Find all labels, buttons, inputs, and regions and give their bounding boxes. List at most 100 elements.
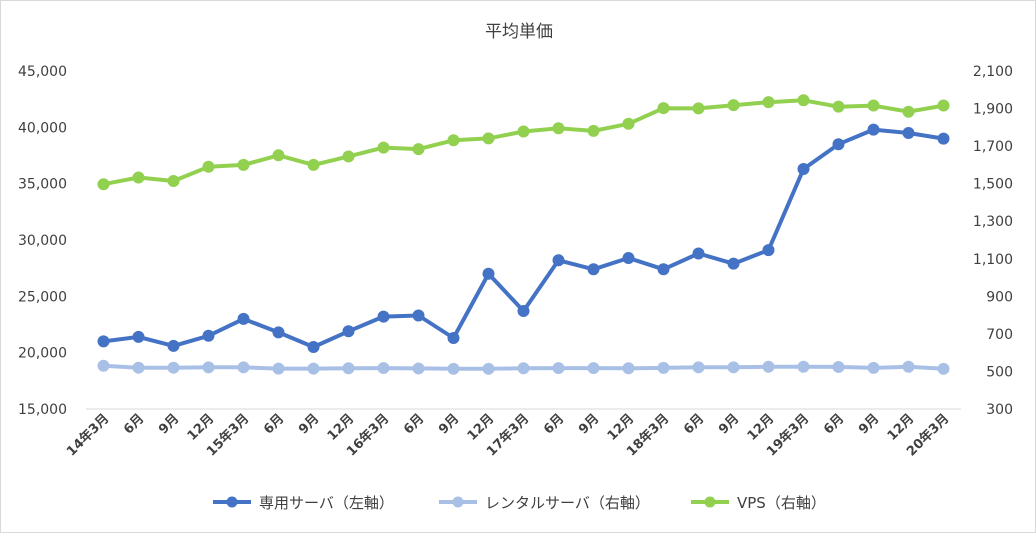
data-point bbox=[412, 143, 425, 156]
data-point bbox=[867, 99, 880, 112]
legend: 専用サーバ（左軸） レンタルサーバ（右軸） VPS（右軸） bbox=[213, 494, 826, 512]
data-point bbox=[552, 122, 565, 135]
x-tick-label: 12月 bbox=[605, 411, 638, 444]
x-tick-label: 12月 bbox=[745, 411, 778, 444]
axes: 15,000 20,000 25,000 30,000 35,000 40,000 45,0… bbox=[18, 64, 1013, 459]
data-point bbox=[447, 362, 460, 375]
data-point bbox=[587, 362, 600, 375]
data-point bbox=[237, 312, 250, 325]
data-point bbox=[762, 360, 775, 373]
legend-item: レンタルサーバ（右軸） bbox=[439, 494, 650, 512]
legend-marker bbox=[704, 496, 716, 508]
chart-title: 平均単価 bbox=[485, 22, 553, 42]
data-point bbox=[447, 134, 460, 147]
data-point bbox=[762, 96, 775, 109]
data-point bbox=[832, 138, 845, 151]
legend-item: VPS（右軸） bbox=[691, 494, 826, 512]
y-left-tick-label: 40,000 bbox=[18, 120, 67, 136]
data-point bbox=[377, 141, 390, 154]
x-tick-label: 9月 bbox=[156, 411, 182, 437]
y-right-tick-label: 1,500 bbox=[973, 177, 1013, 193]
y-right-tick-label: 1,300 bbox=[973, 214, 1013, 230]
data-point bbox=[692, 361, 705, 374]
x-tick-label: 12月 bbox=[465, 411, 498, 444]
data-point bbox=[797, 163, 810, 176]
data-point bbox=[272, 362, 285, 375]
data-point bbox=[272, 326, 285, 339]
data-point bbox=[552, 254, 565, 267]
data-point bbox=[482, 362, 495, 375]
x-tick-label: 9月 bbox=[296, 411, 322, 437]
data-point bbox=[132, 361, 145, 374]
x-tick-label: 12月 bbox=[885, 411, 918, 444]
x-tick-label: 9月 bbox=[716, 411, 742, 437]
data-point bbox=[902, 105, 915, 118]
x-tick-label: 9月 bbox=[856, 411, 882, 437]
data-point bbox=[937, 132, 950, 145]
y-left-tick-label: 45,000 bbox=[18, 64, 67, 80]
series-line bbox=[101, 98, 946, 187]
x-tick-label: 9月 bbox=[436, 411, 462, 437]
data-point bbox=[482, 132, 495, 145]
data-point bbox=[167, 361, 180, 374]
data-point bbox=[342, 150, 355, 163]
data-point bbox=[447, 332, 460, 345]
x-tick-label: 6月 bbox=[541, 411, 567, 437]
x-tick-label: 12月 bbox=[325, 411, 358, 444]
data-point bbox=[552, 362, 565, 375]
y-left-tick-label: 30,000 bbox=[18, 233, 67, 249]
data-point bbox=[937, 99, 950, 112]
series-layer bbox=[97, 94, 950, 375]
series-group bbox=[97, 359, 950, 375]
y-right-tick-label: 1,900 bbox=[973, 102, 1013, 118]
data-point bbox=[132, 171, 145, 184]
y-right-tick-label: 900 bbox=[986, 289, 1013, 305]
data-point bbox=[97, 359, 110, 372]
data-point bbox=[377, 310, 390, 323]
y-left-tick-label: 35,000 bbox=[18, 177, 67, 193]
data-point bbox=[132, 330, 145, 343]
data-point bbox=[832, 100, 845, 113]
data-point bbox=[797, 94, 810, 107]
data-point bbox=[657, 263, 670, 276]
series-group bbox=[97, 94, 950, 191]
data-point bbox=[237, 361, 250, 374]
data-point bbox=[377, 362, 390, 375]
data-point bbox=[202, 160, 215, 173]
data-point bbox=[97, 178, 110, 191]
data-point bbox=[692, 102, 705, 115]
y-right-tick-label: 700 bbox=[986, 327, 1013, 343]
data-point bbox=[167, 175, 180, 188]
y-left-tick-label: 25,000 bbox=[18, 289, 67, 305]
data-point bbox=[517, 362, 530, 375]
x-tick-label: 14年3月 bbox=[63, 411, 112, 460]
data-point bbox=[902, 360, 915, 373]
y-right-tick-label: 300 bbox=[986, 402, 1013, 418]
data-point bbox=[97, 335, 110, 348]
data-point bbox=[412, 362, 425, 375]
data-point bbox=[867, 361, 880, 374]
data-point bbox=[902, 126, 915, 139]
data-point bbox=[272, 149, 285, 162]
data-point bbox=[727, 361, 740, 374]
data-point bbox=[622, 117, 635, 130]
data-point bbox=[727, 257, 740, 270]
x-tick-label: 6月 bbox=[121, 411, 147, 437]
x-tick-label: 6月 bbox=[261, 411, 287, 437]
data-point bbox=[937, 362, 950, 375]
y-right-tick-label: 500 bbox=[986, 364, 1013, 380]
data-point bbox=[657, 361, 670, 374]
data-point bbox=[797, 360, 810, 373]
legend-label: VPS（右軸） bbox=[737, 494, 826, 512]
data-point bbox=[167, 339, 180, 352]
data-point bbox=[517, 304, 530, 317]
data-point bbox=[307, 362, 320, 375]
x-tick-label: 6月 bbox=[401, 411, 427, 437]
data-point bbox=[202, 329, 215, 342]
x-tick-label: 6月 bbox=[821, 411, 847, 437]
data-point bbox=[412, 309, 425, 322]
data-point bbox=[622, 252, 635, 265]
data-point bbox=[832, 360, 845, 373]
legend-item: 専用サーバ（左軸） bbox=[213, 494, 394, 512]
